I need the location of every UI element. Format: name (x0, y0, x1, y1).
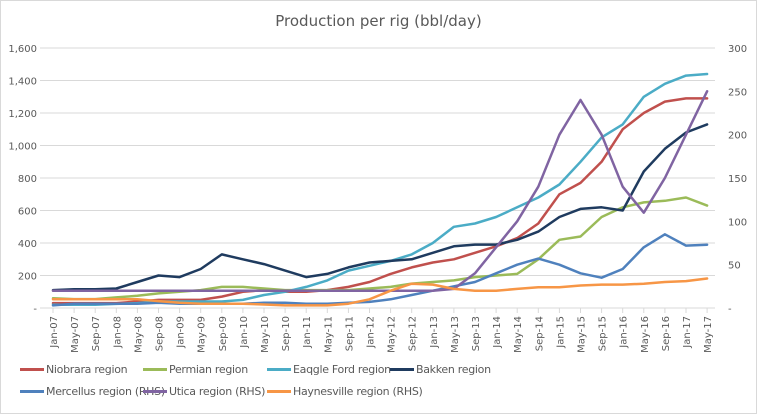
x-axis-tick-label: Jan-07 (49, 316, 60, 349)
x-axis-tick-label: Jan-14 (492, 316, 503, 349)
left-axis-tick-label: - (33, 304, 37, 315)
x-axis-tick-label: Sep-14 (534, 316, 545, 351)
x-axis-tick-label: Jan-08 (112, 316, 123, 349)
x-axis-tick-label: May-10 (260, 316, 271, 353)
legend-label: Mercellus region (RHS) (46, 385, 165, 398)
chart-title: Production per rig (bbl/day) (275, 12, 482, 30)
series-lines (51, 72, 709, 307)
legend-label: Permian region (169, 363, 248, 376)
legend-item-utica: Utica region (RHS) (143, 385, 265, 398)
x-axis-tick-label: May-07 (70, 316, 81, 353)
legend-swatch (143, 368, 167, 371)
legend-swatch (143, 390, 167, 393)
x-axis-tick-label: Sep-07 (91, 316, 102, 351)
legend-swatch (20, 368, 44, 371)
x-axis-tick-label: May-14 (513, 316, 524, 353)
x-axis-tick-label: May-16 (640, 316, 651, 353)
x-axis-tick-label: Jan-12 (366, 316, 377, 349)
left-axis-tick-label: 400 (18, 239, 37, 250)
gridlines (40, 47, 715, 276)
legend-item-haynesville: Haynesville region (RHS) (267, 385, 423, 398)
x-axis-tick-label: May-09 (197, 316, 208, 353)
series-line-permian-region (51, 196, 709, 301)
legend-label: Utica region (RHS) (169, 385, 266, 398)
right-axis-tick-label: - (728, 304, 732, 315)
right-axis-tick-label: 150 (728, 174, 747, 185)
legend-item-eagle-ford: Eaqgle Ford region (267, 363, 391, 376)
legend-item-bakken: Bakken region (390, 363, 491, 376)
left-axis-tick-label: 800 (18, 174, 37, 185)
legend-item-mercellus: Mercellus region (RHS) (20, 385, 165, 398)
left-axis-ticks: - 200 400 600 800 1,000 1,200 1,400 1,600 (8, 44, 37, 315)
x-axis-tick-label: Jan-11 (302, 316, 313, 349)
legend-swatch (267, 390, 291, 393)
x-axis-tick-label: May-17 (703, 316, 714, 353)
x-axis-tick-label: May-08 (133, 316, 144, 353)
x-axis-tick-label: Sep-13 (471, 316, 482, 351)
x-axis-tick-label: Sep-10 (281, 316, 292, 351)
left-axis-tick-label: 1,200 (8, 109, 37, 120)
series-line-haynesville-region-rhs (51, 277, 709, 307)
legend-label: Niobrara region (46, 363, 128, 376)
right-axis-tick-label: 50 (728, 261, 741, 272)
x-axis-tick-label: May-13 (450, 316, 461, 353)
x-axis-tick-label: Sep-08 (155, 316, 166, 351)
x-axis-tick-label: Jan-16 (619, 316, 630, 349)
left-axis-tick-label: 1,000 (8, 142, 37, 153)
x-axis: Jan-07 May-07 Sep-07 Jan-08 May-08 Sep-08 Jan-… (40, 307, 715, 353)
series-line-niobrara-region (51, 97, 709, 305)
right-axis-ticks: - 50 100 150 200 250 300 (728, 44, 747, 315)
legend-swatch (267, 368, 291, 371)
legend-label: Eaqgle Ford region (293, 363, 391, 376)
series-line-utica-region-rhs (51, 90, 709, 292)
x-axis-tick-label: Sep-11 (344, 316, 355, 351)
legend-swatch (20, 390, 44, 393)
right-axis-tick-label: 250 (728, 87, 747, 98)
x-axis-tick-label: Sep-15 (598, 316, 609, 351)
legend-item-permian: Permian region (143, 363, 248, 376)
right-axis-tick-label: 300 (728, 44, 747, 55)
x-axis-tick-label: May-12 (387, 316, 398, 353)
right-axis-tick-label: 200 (728, 131, 747, 142)
legend-label: Bakken region (416, 363, 491, 376)
x-axis-tick-label: Sep-16 (661, 316, 672, 351)
right-axis-tick-label: 100 (728, 217, 747, 228)
x-axis-tick-label: Jan-15 (555, 316, 566, 349)
x-axis-tick-label: Jan-09 (176, 316, 187, 349)
x-axis-tick-label: Sep-09 (218, 316, 229, 351)
x-axis-tick-label: Jan-10 (239, 316, 250, 349)
legend-label: Haynesville region (RHS) (293, 385, 423, 398)
left-axis-tick-label: 1,600 (8, 44, 37, 55)
x-axis-tick-label: Jan-13 (429, 316, 440, 349)
x-axis-tick-label: May-15 (577, 316, 588, 353)
x-axis-tick-label: Jan-17 (682, 316, 693, 349)
series-line-mercellus-region-rhs (51, 233, 709, 307)
left-axis-tick-label: 600 (18, 207, 37, 218)
series-line-eagle-ford-region (51, 72, 709, 307)
left-axis-tick-label: 200 (18, 272, 37, 283)
left-axis-tick-label: 1,400 (8, 77, 37, 88)
x-axis-tick-label: Sep-12 (408, 316, 419, 351)
series-line-bakken-region (51, 123, 709, 292)
legend-swatch (390, 368, 414, 371)
legend-item-niobrara: Niobrara region (20, 363, 128, 376)
x-axis-tick-label: May-11 (323, 316, 334, 353)
